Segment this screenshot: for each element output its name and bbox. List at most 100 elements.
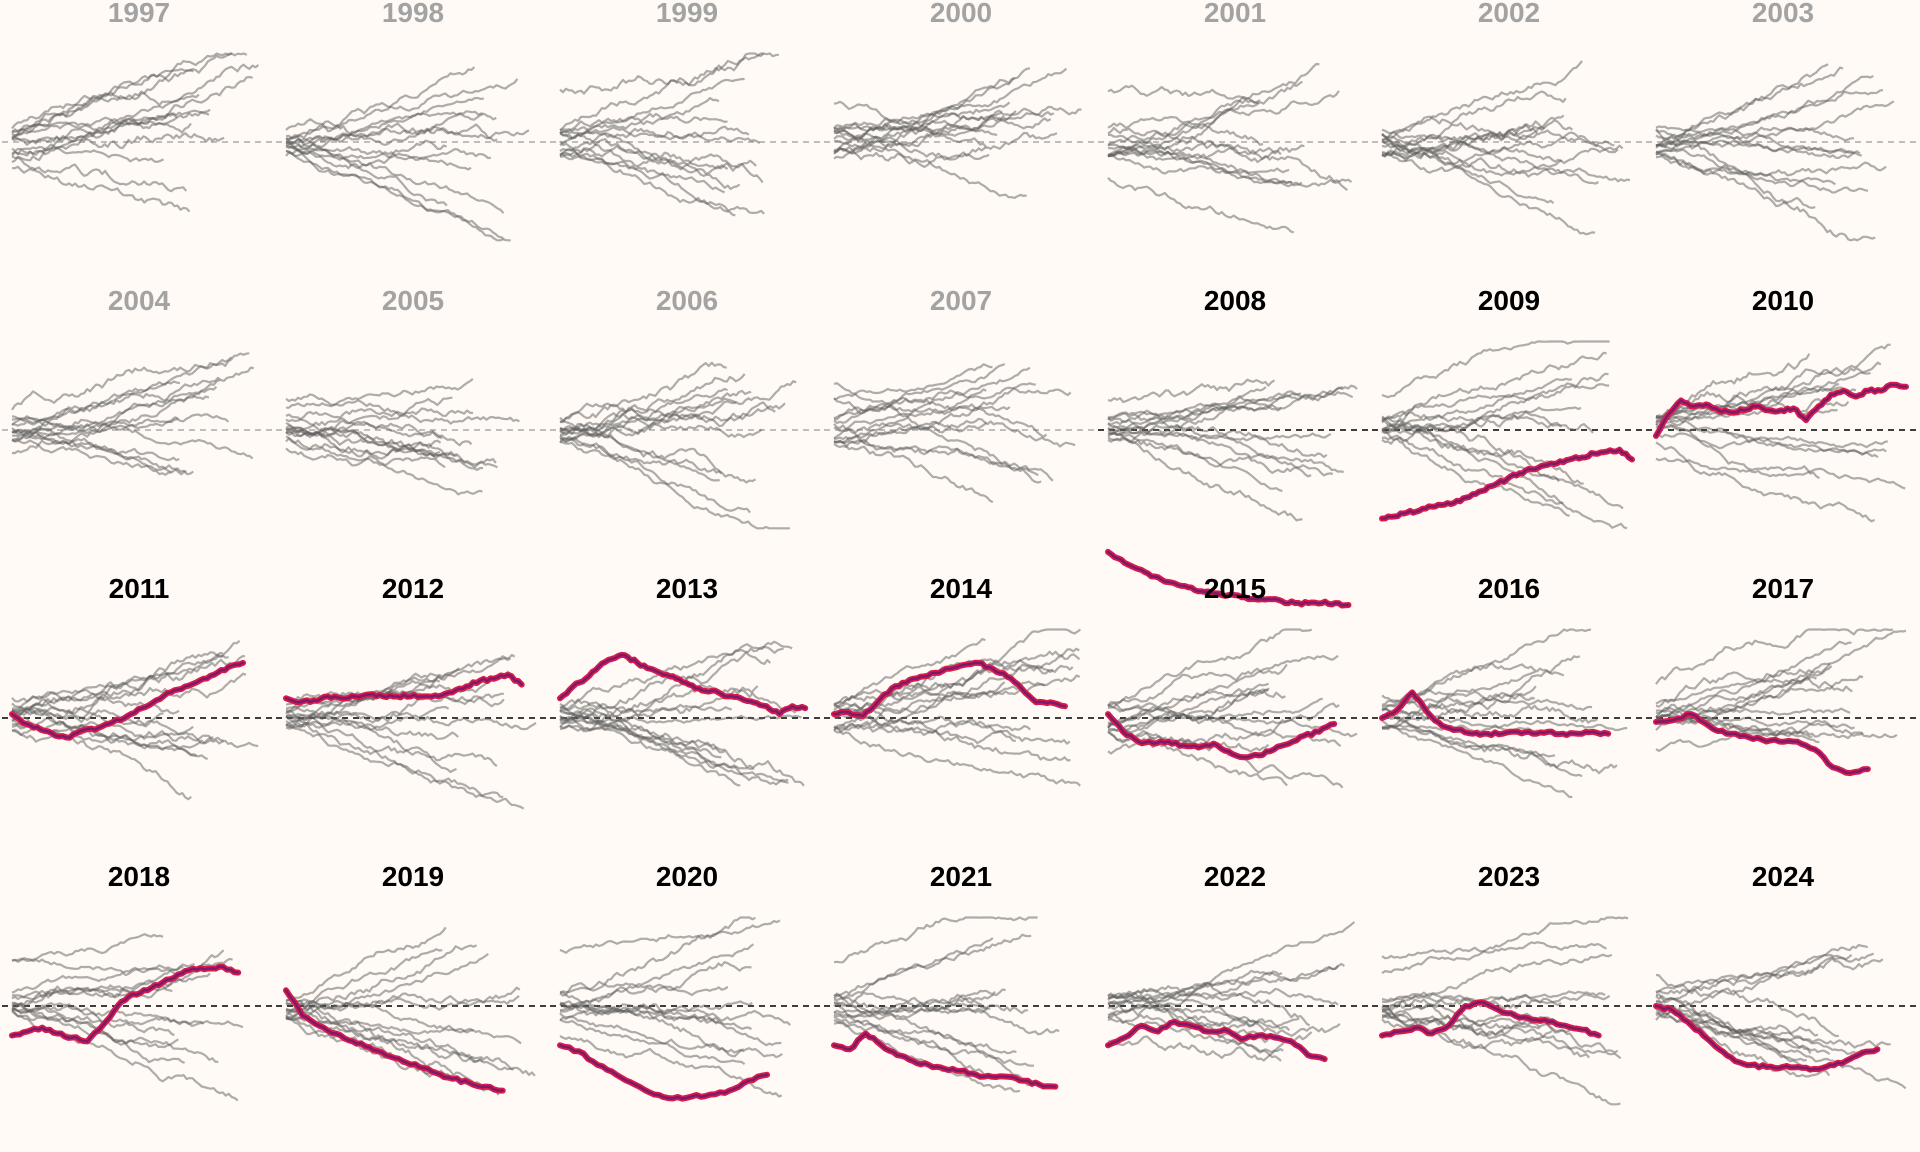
context-line <box>1381 429 1570 517</box>
context-line <box>1381 372 1609 445</box>
context-line <box>11 52 233 140</box>
panel-title: 2022 <box>1203 861 1267 892</box>
context-line <box>559 919 781 954</box>
panel-2000: 2000 <box>824 0 1098 288</box>
panel-title: 2014 <box>929 573 993 604</box>
panel-plot <box>824 628 1094 787</box>
context-line <box>1381 377 1572 422</box>
context-line <box>285 144 472 171</box>
context-line <box>1381 916 1629 975</box>
context-line <box>833 937 994 1000</box>
context-line <box>285 140 504 242</box>
context-line <box>285 447 446 469</box>
panel-plot <box>824 916 1094 1093</box>
context-line <box>1655 1011 1891 1049</box>
context-line <box>1381 662 1565 708</box>
panel-title: 2006 <box>655 285 719 316</box>
panel-2014: 2014 <box>824 573 1098 864</box>
context-line <box>559 387 728 436</box>
context-line <box>11 145 164 163</box>
context-line <box>833 363 993 401</box>
panel-plot <box>550 640 820 787</box>
context-line <box>11 352 250 411</box>
context-line <box>833 440 994 504</box>
panel-1999: 1999 <box>550 0 824 288</box>
context-line <box>1107 378 1276 404</box>
context-line <box>559 713 722 759</box>
context-line <box>833 989 996 1017</box>
context-line <box>1381 144 1555 205</box>
panel-plot <box>276 926 546 1096</box>
panel-title: 2019 <box>381 861 445 892</box>
context-line <box>833 110 1017 154</box>
highlight-series-line <box>1106 712 1336 759</box>
context-line <box>11 728 192 801</box>
panel-plot <box>1098 628 1368 789</box>
context-line <box>1655 628 1894 685</box>
context-line <box>559 402 786 438</box>
panel-2013: 2013 <box>550 573 824 864</box>
highlight-series-line <box>10 965 240 1043</box>
context-line <box>1107 663 1288 709</box>
panel-title: 2016 <box>1477 573 1541 604</box>
context-line <box>285 125 530 145</box>
context-line <box>559 640 793 712</box>
context-line <box>11 651 224 710</box>
highlight-series-line <box>1654 1004 1879 1071</box>
panel-title: 2015 <box>1203 573 1267 604</box>
context-line <box>559 427 723 475</box>
context-line <box>1655 943 1869 1021</box>
context-line <box>1107 998 1300 1029</box>
panel-2008: 2008 <box>1098 285 1372 609</box>
context-line <box>1381 129 1624 152</box>
context-line <box>1655 457 1906 490</box>
panel-plot <box>550 361 820 530</box>
context-line <box>1655 127 1855 144</box>
context-line <box>285 999 499 1092</box>
panel-title: 2012 <box>381 573 445 604</box>
context-line <box>559 916 756 997</box>
panel-2012: 2012 <box>276 573 550 864</box>
context-line <box>833 726 1081 787</box>
panel-title: 2009 <box>1477 285 1541 316</box>
context-line <box>285 437 442 457</box>
context-line <box>1381 1005 1591 1059</box>
context-line <box>1655 353 1811 426</box>
context-line <box>1107 628 1312 707</box>
context-line <box>833 647 1080 729</box>
context-line <box>1381 137 1563 174</box>
context-line <box>1655 675 1853 719</box>
context-line <box>559 991 791 1026</box>
context-line <box>1381 340 1610 399</box>
context-line <box>559 707 726 751</box>
context-line <box>11 933 164 963</box>
context-line <box>1655 716 1898 739</box>
context-line <box>285 407 474 423</box>
context-line <box>833 993 1060 1036</box>
context-line <box>559 1002 753 1031</box>
context-line <box>11 437 187 476</box>
panel-2002: 2002 <box>1372 0 1646 288</box>
context-line <box>1381 953 1613 1012</box>
context-line <box>559 439 790 530</box>
context-line <box>1381 416 1564 505</box>
context-line <box>1381 724 1556 758</box>
context-line <box>1107 1001 1259 1030</box>
context-line <box>285 420 443 440</box>
panel-plot <box>1372 916 1642 1106</box>
context-line <box>285 944 478 1014</box>
context-line <box>1107 436 1312 478</box>
context-line <box>1655 952 1875 995</box>
context-line <box>1107 402 1282 426</box>
context-line <box>285 1008 536 1077</box>
context-line <box>559 115 728 141</box>
context-line <box>833 382 1054 482</box>
context-line <box>559 126 761 145</box>
highlight-series-outline <box>1379 446 1635 522</box>
context-line <box>1381 700 1598 724</box>
context-line <box>11 356 233 427</box>
context-line <box>1107 703 1358 738</box>
panel-2018: 2018 <box>2 861 276 1152</box>
context-line <box>285 111 484 149</box>
context-line <box>1381 1015 1622 1060</box>
